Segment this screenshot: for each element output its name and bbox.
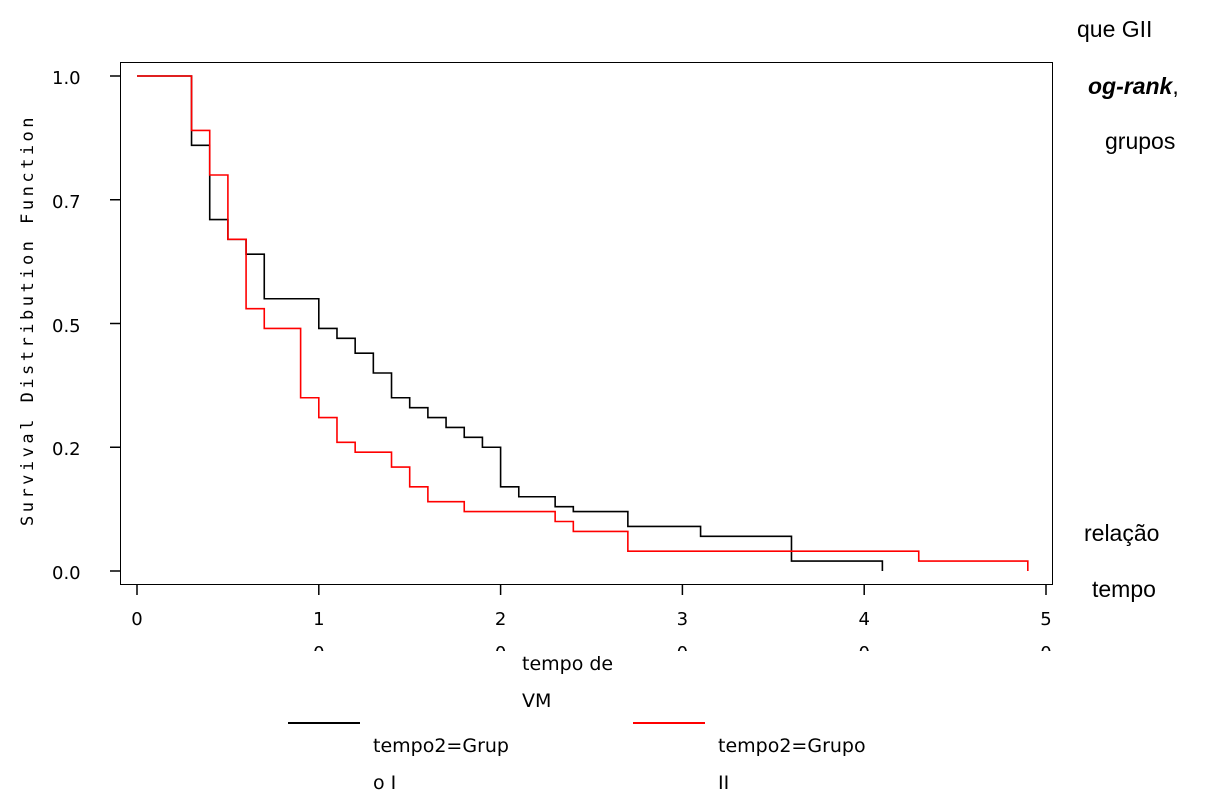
y-tick-label: 1.0 0 (52, 68, 81, 89)
legend-label-group-1: tempo2=Grup o I (373, 735, 509, 794)
background-text-italic: og-rank (1088, 73, 1173, 99)
x-axis-label: tempo de VM (522, 653, 614, 712)
survival-chart (110, 75, 1047, 595)
y-tick-label: 0.0 0 (52, 563, 81, 584)
series-line-group-2 (137, 75, 1029, 571)
legend-label-group-2: tempo2=Grupo II (718, 735, 866, 794)
background-text-line-5: tempo (1092, 576, 1156, 602)
x-tick-label: 1 0 (313, 609, 325, 651)
x-tick-label: 3 0 (676, 609, 689, 651)
background-text-comma: , (1172, 73, 1179, 99)
y-axis-label: Survival Distribution Function (18, 113, 38, 527)
y-tick-label: 0.5 0 (52, 315, 81, 337)
legend-swatch-group-2 (633, 722, 705, 724)
x-tick-label: 5 0 (1040, 609, 1052, 651)
legend-swatch-group-1 (288, 722, 360, 724)
y-tick-label: 0.7 5 (52, 191, 81, 213)
background-text-line-1: que GII (1077, 16, 1153, 42)
x-tick-label: 4 0 (858, 609, 870, 651)
series-line-group-1 (137, 75, 884, 571)
x-tick-label: 0 (131, 609, 143, 630)
background-text-line-4: relação (1084, 520, 1160, 546)
background-text-line-2: og-rank, (1088, 73, 1179, 100)
y-tick-label: 0.2 5 (52, 439, 81, 461)
plot-frame (120, 62, 1053, 585)
background-text-line-3: grupos (1105, 128, 1176, 154)
x-tick-label: 2 0 (494, 609, 507, 651)
